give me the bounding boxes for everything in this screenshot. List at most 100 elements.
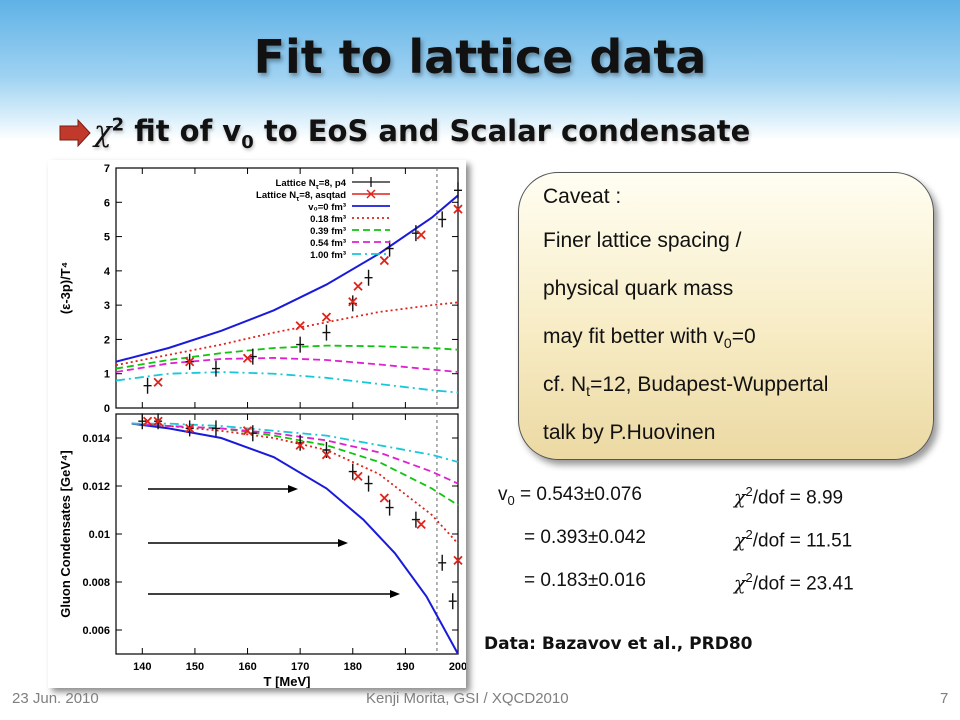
- bottom-asqtad-data-point: [185, 423, 195, 434]
- caveat-box: Caveat : Finer lattice spacing / physica…: [518, 172, 934, 460]
- bottom-x-tick-label: 140: [133, 661, 151, 673]
- data-source-label: Data: Bazavov et al., PRD80: [484, 634, 753, 654]
- lattice-fit-figure: 0 1 2 3 4 5 6 7 (ε-3p)/T⁴ Lattice Nτ=8, p4 Lattice…: [48, 160, 467, 689]
- annotation-arrow-head: [390, 590, 400, 598]
- top-y-tick-label: 4: [104, 266, 111, 278]
- footer-date: 23 Jun. 2010: [12, 690, 99, 707]
- top-p4-data-point: [364, 269, 373, 286]
- caveat-line-2: physical quark mass: [543, 277, 734, 300]
- bottom-x-tick-label: 200: [449, 661, 466, 673]
- top-asqtad-data-point: [321, 312, 332, 322]
- top-asqtad-data-point: [453, 204, 463, 214]
- top-y-tick-label: 7: [104, 163, 110, 175]
- top-series-curve: [115, 371, 459, 394]
- legend-label: 1.00 fm³: [310, 250, 346, 261]
- caveat-line-1: Finer lattice spacing /: [543, 229, 742, 252]
- bottom-y-axis-label: Gluon Condensates [GeV⁴]: [58, 450, 73, 618]
- legend-label: Lattice Nτ=8, asqtad: [256, 190, 346, 203]
- bottom-series-curve: [131, 422, 459, 463]
- top-y-tick-label: 0: [104, 403, 110, 415]
- top-p4-data-point: [385, 240, 394, 257]
- top-plot-frame: [115, 167, 459, 409]
- bottom-p4-data-point: [411, 511, 420, 528]
- legend-label: 0.39 fm³: [310, 226, 346, 237]
- subtitle-text: χ2 fit of v0 to EoS and Scalar condensat…: [94, 113, 751, 153]
- fit-v0-row-2: = 0.393±0.042: [524, 527, 646, 548]
- bottom-p4-data-point: [348, 463, 357, 480]
- top-p4-data-point: [454, 182, 462, 199]
- top-y-axis-label: (ε-3p)/T⁴: [58, 262, 73, 314]
- top-asqtad-data-point: [295, 321, 305, 331]
- annotation-arrow-head: [338, 539, 348, 547]
- top-y-tick-label: 5: [104, 232, 110, 244]
- top-asqtad-data-point: [416, 230, 426, 240]
- legend-label: 0.54 fm³: [310, 238, 346, 249]
- title-background: [0, 0, 960, 140]
- top-y-tick-label: 3: [104, 300, 110, 312]
- bottom-asqtad-data-point: [153, 416, 163, 426]
- bottom-p4-data-point: [385, 499, 394, 516]
- subtitle-bullet: χ2 fit of v0 to EoS and Scalar condensat…: [58, 110, 750, 156]
- bottom-p4-data-point: [438, 554, 447, 571]
- bottom-x-tick-label: 160: [238, 661, 256, 673]
- bottom-p4-data-point: [364, 475, 373, 492]
- fit-v0-row-3: = 0.183±0.016: [524, 570, 646, 591]
- bottom-y-tick-label: 0.012: [82, 481, 110, 493]
- top-y-tick-label: 2: [104, 334, 110, 346]
- top-p4-data-point: [296, 336, 305, 353]
- caveat-heading: Caveat :: [543, 185, 622, 208]
- bottom-x-tick-label: 170: [291, 661, 309, 673]
- top-asqtad-data-point: [379, 255, 389, 266]
- fit-chi2-row-1: χ2/dof = 8.99: [734, 484, 844, 509]
- fit-v0-row-1: v0 = 0.543±0.076: [498, 484, 642, 508]
- bottom-plot-frame: [115, 413, 459, 655]
- bottom-asqtad-data-point: [142, 416, 153, 426]
- legend-label: v₀=0 fm³: [308, 202, 346, 213]
- bottom-x-tick-label: 180: [344, 661, 362, 673]
- top-asqtad-data-point: [353, 281, 363, 291]
- top-y-tick-label: 6: [104, 197, 110, 209]
- footer-presenter: Kenji Morita, GSI / XQCD2010: [366, 690, 569, 707]
- caveat-line-4: cf. Nt=12, Budapest-Wuppertal: [543, 373, 829, 400]
- bottom-y-tick-label: 0.008: [82, 577, 110, 589]
- bottom-p4-data-point: [448, 593, 457, 610]
- legend-label: Lattice Nτ=8, p4: [276, 178, 347, 191]
- top-asqtad-data-point: [185, 357, 195, 367]
- bottom-asqtad-data-point: [321, 450, 332, 460]
- bottom-x-tick-label: 150: [186, 661, 204, 673]
- bottom-y-tick-label: 0.01: [89, 529, 110, 541]
- bottom-asqtad-data-point: [416, 519, 426, 530]
- top-series-curve: [115, 194, 459, 363]
- bottom-x-tick-label: 190: [396, 661, 414, 673]
- top-asqtad-data-point: [242, 353, 253, 363]
- top-p4-data-point: [211, 360, 220, 377]
- top-panel: 0 1 2 3 4 5 6 7 (ε-3p)/T⁴ Lattice Nτ=8, p4Lattice…: [58, 163, 463, 415]
- bottom-asqtad-data-point: [453, 555, 463, 566]
- bottom-asqtad-data-point: [242, 426, 253, 436]
- top-p4-data-point: [143, 377, 152, 394]
- bottom-panel: 0.006 0.008 0.01 0.012 0.014 140 150 160 170 180 1…: [58, 413, 467, 689]
- fit-chi2-row-2: χ2/dof = 11.51: [734, 527, 853, 552]
- legend-swatch-asqtad: [352, 189, 390, 199]
- slide-title: Fit to lattice data: [253, 30, 707, 84]
- bottom-p4-data-point: [211, 420, 220, 437]
- caveat-line-5: talk by P.Huovinen: [543, 421, 716, 444]
- top-asqtad-data-point: [348, 297, 358, 307]
- arrow-bullet-icon: [59, 118, 91, 148]
- legend-swatch-p4: [352, 177, 390, 187]
- legend-label: 0.18 fm³: [310, 214, 346, 225]
- annotation-arrow-head: [288, 485, 298, 493]
- footer-page-number: 7: [940, 690, 949, 707]
- chart-svg: 0 1 2 3 4 5 6 7 (ε-3p)/T⁴ Lattice Nτ=8, p4Lattice…: [58, 163, 467, 689]
- top-asqtad-data-point: [153, 377, 163, 387]
- bottom-x-axis-label: T [MeV]: [264, 674, 311, 688]
- bottom-asqtad-data-point: [295, 440, 305, 450]
- bottom-p4-data-point: [138, 413, 147, 430]
- top-p4-data-point: [438, 211, 447, 228]
- bottom-asqtad-data-point: [379, 493, 389, 503]
- caveat-line-3: may fit better with v0=0: [543, 325, 756, 352]
- bottom-y-tick-label: 0.014: [82, 433, 110, 445]
- top-p4-data-point: [322, 324, 331, 341]
- top-series-curve: [115, 357, 459, 373]
- bottom-asqtad-data-point: [353, 471, 363, 482]
